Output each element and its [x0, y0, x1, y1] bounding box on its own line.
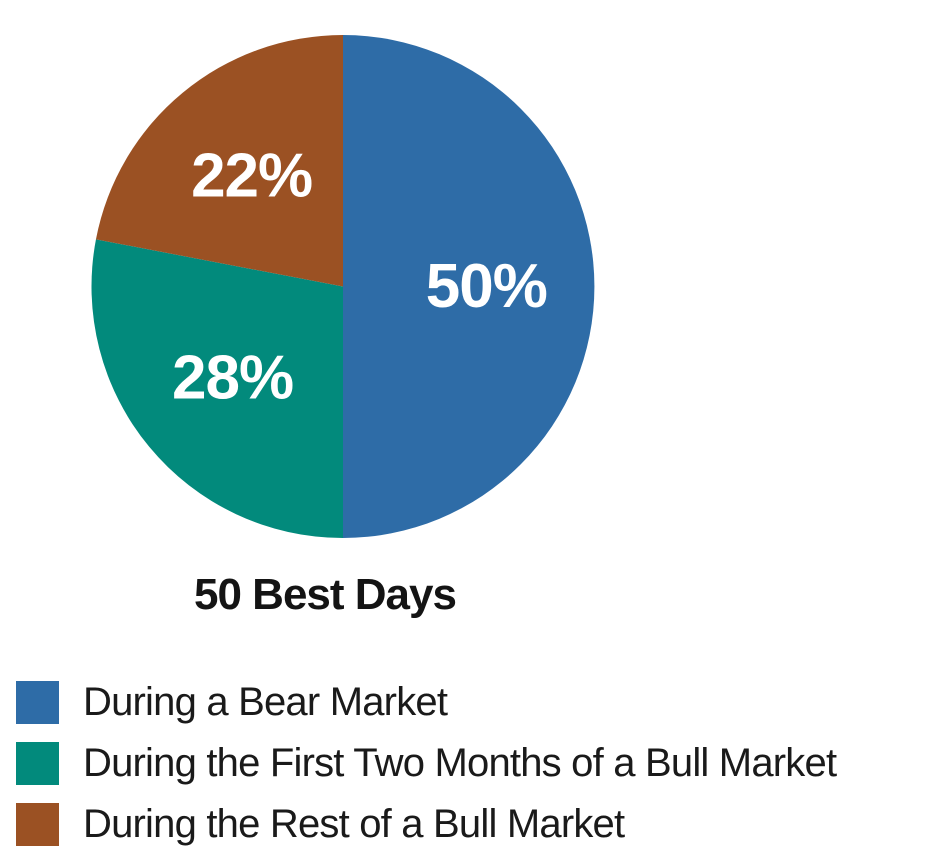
- legend-swatch-bear-market: [16, 681, 59, 724]
- slice-percentage-label: 22%: [191, 142, 312, 211]
- slice-percentage-label: 50%: [426, 252, 547, 321]
- legend-label-bear-market: During a Bear Market: [83, 680, 448, 724]
- legend-swatch-first-two-months-bull: [16, 742, 59, 785]
- pie-chart: 50% 28% 22%: [91, 35, 595, 538]
- legend-item: During the Rest of a Bull Market: [16, 802, 836, 847]
- legend-label-rest-of-bull: During the Rest of a Bull Market: [83, 802, 625, 846]
- legend-swatch-rest-of-bull: [16, 803, 59, 846]
- pie-slice: [343, 35, 595, 538]
- legend-item: During the First Two Months of a Bull Ma…: [16, 741, 837, 786]
- legend: During a Bear Market During the First Tw…: [16, 680, 837, 847]
- slice-percentage-label: 28%: [172, 343, 293, 412]
- pie-slice: [91, 239, 343, 538]
- legend-label-first-two-months-bull: During the First Two Months of a Bull Ma…: [83, 741, 837, 785]
- legend-item: During a Bear Market: [16, 680, 836, 725]
- chart-title: 50 Best Days: [194, 570, 457, 619]
- pie-slice: [95, 35, 343, 287]
